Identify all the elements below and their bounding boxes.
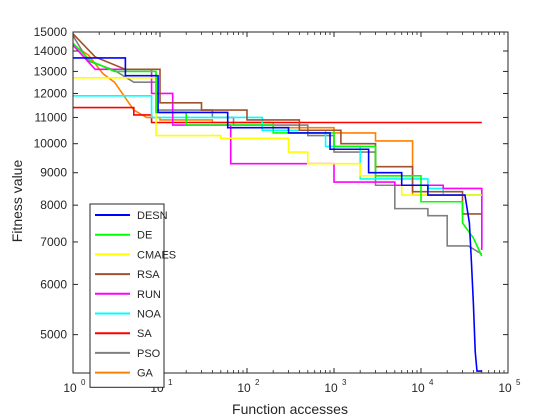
legend: DESN DE CMAES RSA RUN NOA SA PSO GA	[89, 203, 176, 388]
y-tick-label: 11000	[35, 110, 68, 124]
x-tick-label: 10	[237, 381, 251, 395]
y-axis-label: Fitness value	[9, 160, 25, 243]
legend-label-sa: SA	[137, 328, 152, 340]
legend-label-rsa: RSA	[137, 269, 160, 281]
legend-label-de: DE	[137, 230, 152, 242]
y-tick-label: 9000	[40, 166, 67, 180]
x-tick-exponent: 3	[342, 378, 347, 387]
legend-label-cmaes: CMAES	[137, 249, 176, 261]
series-line-desn	[73, 57, 482, 372]
series-line-rsa	[73, 33, 482, 215]
legend-label-ga: GA	[137, 368, 154, 380]
y-tick-label: 5000	[40, 328, 67, 342]
x-tick-exponent: 4	[429, 378, 434, 387]
legend-label-pso: PSO	[137, 348, 161, 360]
x-tick-label: 10	[63, 381, 77, 395]
x-axis-label: Function accesses	[232, 401, 348, 417]
axes-layer	[72, 31, 509, 374]
series-line-run	[73, 44, 483, 250]
series-line-sa	[73, 106, 482, 124]
y-tick-label: 15000	[34, 25, 68, 39]
x-tick-label: 10	[498, 381, 512, 395]
y-tick-label: 8000	[40, 198, 67, 212]
x-tick-label: 10	[324, 381, 338, 395]
legend-label-desn: DESN	[137, 210, 168, 222]
x-tick-exponent: 2	[255, 378, 260, 387]
y-tick-label: 13000	[34, 64, 68, 78]
x-tick-exponent: 0	[81, 378, 86, 387]
x-tick-exponent: 1	[168, 378, 173, 387]
series-layer	[73, 33, 483, 372]
y-tick-label: 12000	[34, 86, 68, 100]
legend-label-noa: NOA	[137, 309, 162, 321]
y-tick-label: 14000	[34, 44, 68, 58]
y-tick-label: 6000	[40, 277, 67, 291]
axes-box	[72, 31, 509, 374]
y-tick-label: 7000	[40, 235, 67, 249]
series-line-de	[73, 42, 483, 257]
legend-label-run: RUN	[137, 289, 161, 301]
x-tick-label: 10	[411, 381, 425, 395]
x-tick-exponent: 5	[516, 378, 521, 387]
y-tick-label: 10000	[34, 137, 68, 151]
